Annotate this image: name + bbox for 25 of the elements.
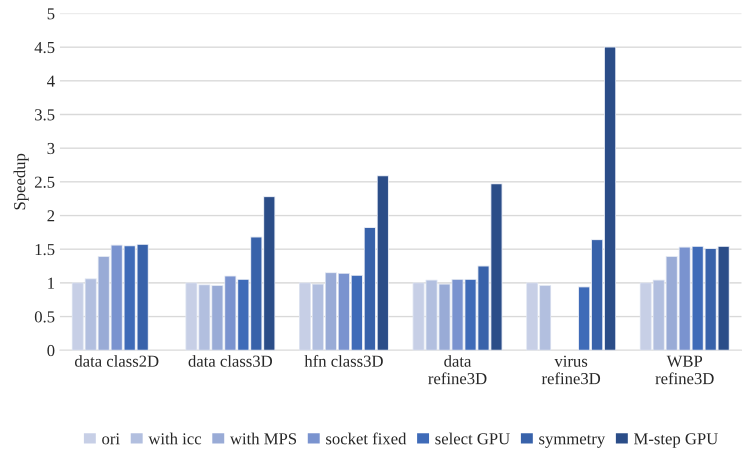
x-tick-label: data class2D [74, 355, 158, 367]
y-tick-label: 0 [47, 344, 54, 356]
y-tick-label: 1.5 [36, 244, 54, 256]
legend-label: symmetry [539, 434, 606, 448]
x-tick-label: data class3D [188, 355, 272, 367]
y-tick-label: 2.5 [34, 176, 54, 188]
x-tick-label: WBP refine3D [655, 356, 714, 384]
legend-label: with MPS [230, 432, 296, 444]
legend-label: with icc [148, 432, 202, 444]
y-tick-label: 1 [48, 278, 54, 289]
legend-label: socket fixed [326, 432, 406, 444]
y-tick-label: 4 [47, 76, 55, 87]
y-axis-title: Speedup [14, 154, 29, 210]
y-tick-label: 2 [47, 210, 54, 222]
legend-label: ori [102, 433, 120, 444]
y-tick-label: 4.5 [34, 42, 54, 54]
legend-label: select GPU [435, 432, 510, 444]
x-tick-label: virus refine3D [542, 356, 600, 384]
y-tick-label: 3 [48, 142, 54, 154]
y-tick-label: 5 [48, 8, 54, 20]
legend-label: M-step GPU [634, 433, 718, 448]
y-tick-label: 0.5 [34, 311, 54, 323]
x-tick-label: hfn class3D [304, 354, 383, 367]
y-tick-label: 3.5 [35, 109, 54, 121]
x-tick-label: data refine3D [428, 355, 486, 384]
